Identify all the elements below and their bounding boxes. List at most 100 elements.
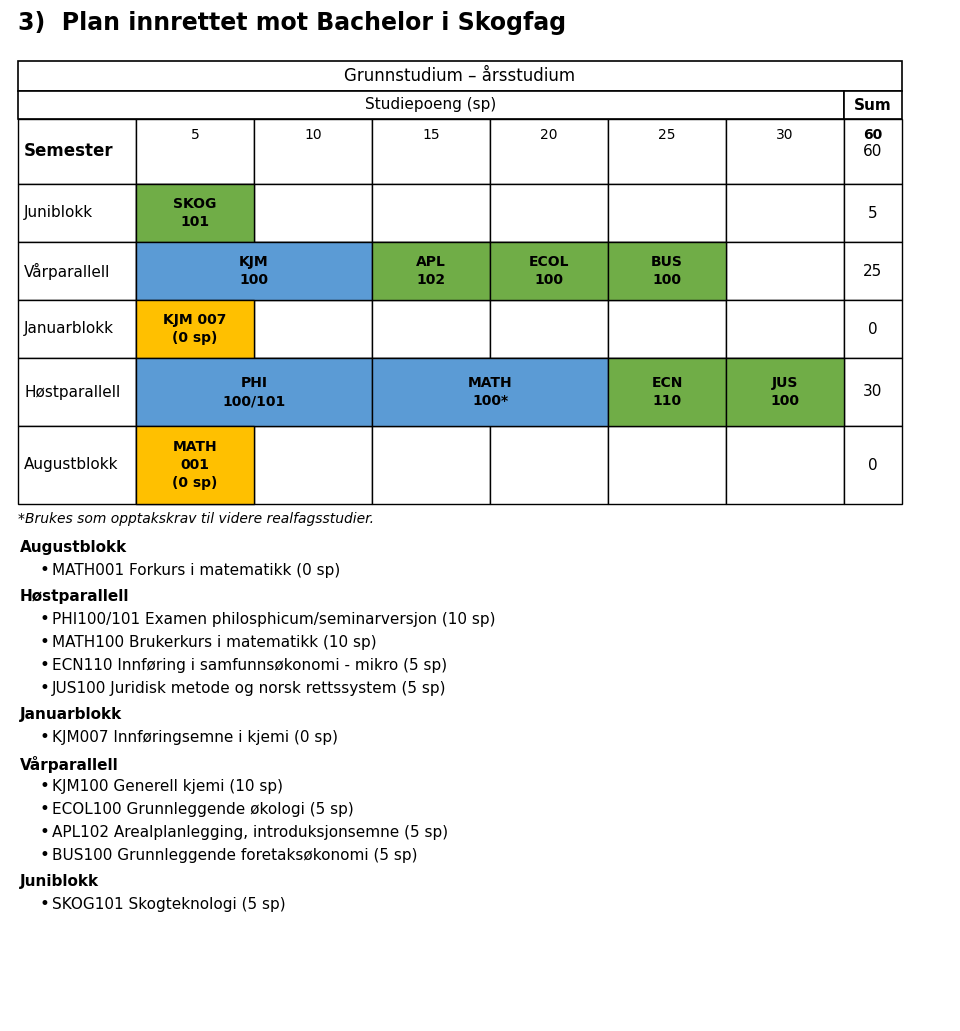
Bar bbox=[372, 242, 490, 300]
Bar bbox=[254, 242, 372, 300]
Text: •: • bbox=[40, 846, 50, 864]
Bar bbox=[136, 242, 254, 300]
Bar bbox=[608, 119, 726, 184]
Text: Høstparallell: Høstparallell bbox=[24, 385, 120, 399]
Bar bbox=[608, 242, 726, 300]
Bar bbox=[18, 300, 136, 358]
Bar bbox=[372, 242, 490, 300]
Bar bbox=[608, 358, 726, 426]
Text: 25: 25 bbox=[863, 264, 882, 278]
Text: JUS
100: JUS 100 bbox=[771, 376, 800, 408]
Text: *Brukes som opptakskrav til videre realfagsstudier.: *Brukes som opptakskrav til videre realf… bbox=[18, 512, 374, 526]
Text: APL102 Arealplanlegging, introduksjonsemne (5 sp): APL102 Arealplanlegging, introduksjonsem… bbox=[52, 825, 448, 840]
Text: 15: 15 bbox=[422, 128, 440, 142]
Bar bbox=[254, 358, 372, 426]
Text: Augustblokk: Augustblokk bbox=[20, 540, 128, 555]
Bar bbox=[608, 426, 726, 504]
Text: ECOL
100: ECOL 100 bbox=[529, 255, 569, 288]
Bar bbox=[254, 426, 372, 504]
Text: •: • bbox=[40, 823, 50, 841]
Text: •: • bbox=[40, 800, 50, 818]
Text: KJM007 Innføringsemne i kjemi (0 sp): KJM007 Innføringsemne i kjemi (0 sp) bbox=[52, 730, 338, 745]
Bar bbox=[726, 242, 844, 300]
Bar bbox=[726, 184, 844, 242]
Text: SKOG
101: SKOG 101 bbox=[174, 197, 217, 229]
Bar bbox=[844, 242, 902, 300]
Bar bbox=[844, 91, 902, 119]
Bar bbox=[726, 119, 844, 184]
Bar bbox=[608, 184, 726, 242]
Text: •: • bbox=[40, 777, 50, 795]
Bar bbox=[726, 358, 844, 426]
Text: 5: 5 bbox=[191, 128, 200, 142]
Text: Semester: Semester bbox=[24, 142, 113, 161]
Text: •: • bbox=[40, 728, 50, 746]
Text: Januarblokk: Januarblokk bbox=[24, 322, 114, 336]
Bar bbox=[372, 300, 490, 358]
Bar bbox=[136, 300, 254, 358]
Text: 0: 0 bbox=[868, 322, 877, 336]
Text: Høstparallell: Høstparallell bbox=[20, 589, 130, 604]
Bar bbox=[136, 358, 254, 426]
Bar bbox=[136, 358, 372, 426]
Text: 0: 0 bbox=[868, 458, 877, 472]
Bar bbox=[18, 61, 902, 91]
Text: 5: 5 bbox=[868, 205, 877, 221]
Bar bbox=[608, 358, 726, 426]
Bar bbox=[372, 426, 490, 504]
Bar bbox=[844, 300, 902, 358]
Text: Juniblokk: Juniblokk bbox=[20, 874, 99, 889]
Bar bbox=[136, 184, 254, 242]
Text: Vårparallell: Vårparallell bbox=[20, 756, 119, 773]
Bar bbox=[18, 358, 136, 426]
Bar bbox=[136, 184, 254, 242]
Text: •: • bbox=[40, 679, 50, 697]
Text: BUS
100: BUS 100 bbox=[651, 255, 683, 288]
Text: Vårparallell: Vårparallell bbox=[24, 263, 110, 279]
Bar bbox=[844, 119, 902, 184]
Bar bbox=[136, 426, 254, 504]
Text: 60: 60 bbox=[863, 144, 882, 159]
Bar bbox=[726, 358, 844, 426]
Text: •: • bbox=[40, 610, 50, 628]
Bar bbox=[490, 426, 608, 504]
Text: MATH100 Brukerkurs i matematikk (10 sp): MATH100 Brukerkurs i matematikk (10 sp) bbox=[52, 635, 376, 650]
Text: KJM
100: KJM 100 bbox=[239, 255, 269, 288]
Bar bbox=[254, 300, 372, 358]
Text: •: • bbox=[40, 656, 50, 674]
Text: PHI
100/101: PHI 100/101 bbox=[223, 376, 286, 408]
Text: PHI100/101 Examen philosphicum/seminarversjon (10 sp): PHI100/101 Examen philosphicum/seminarve… bbox=[52, 612, 495, 627]
Text: 3)  Plan innrettet mot Bachelor i Skogfag: 3) Plan innrettet mot Bachelor i Skogfag bbox=[18, 11, 566, 35]
Text: BUS100 Grunnleggende foretaksøkonomi (5 sp): BUS100 Grunnleggende foretaksøkonomi (5 … bbox=[52, 849, 418, 863]
Text: KJM 007
(0 sp): KJM 007 (0 sp) bbox=[163, 312, 227, 345]
Text: •: • bbox=[40, 633, 50, 651]
Bar bbox=[372, 358, 490, 426]
Bar bbox=[372, 119, 490, 184]
Text: 30: 30 bbox=[863, 385, 882, 399]
Bar bbox=[726, 426, 844, 504]
Bar bbox=[18, 184, 136, 242]
Bar bbox=[608, 300, 726, 358]
Bar bbox=[490, 242, 608, 300]
Bar bbox=[136, 242, 372, 300]
Text: 25: 25 bbox=[659, 128, 676, 142]
Bar bbox=[372, 358, 608, 426]
Bar bbox=[372, 184, 490, 242]
Text: •: • bbox=[40, 895, 50, 913]
Text: 20: 20 bbox=[540, 128, 558, 142]
Text: 30: 30 bbox=[777, 128, 794, 142]
Bar bbox=[726, 300, 844, 358]
Bar bbox=[18, 242, 136, 300]
Bar bbox=[18, 119, 136, 184]
Text: Augustblokk: Augustblokk bbox=[24, 458, 118, 472]
Bar bbox=[490, 184, 608, 242]
Bar bbox=[490, 300, 608, 358]
Bar bbox=[18, 426, 136, 504]
Bar bbox=[844, 426, 902, 504]
Text: MATH
100*: MATH 100* bbox=[468, 376, 513, 408]
Bar bbox=[490, 358, 608, 426]
Text: •: • bbox=[40, 561, 50, 579]
Bar bbox=[136, 426, 254, 504]
Text: Studiepoeng (sp): Studiepoeng (sp) bbox=[366, 98, 496, 112]
Bar bbox=[844, 184, 902, 242]
